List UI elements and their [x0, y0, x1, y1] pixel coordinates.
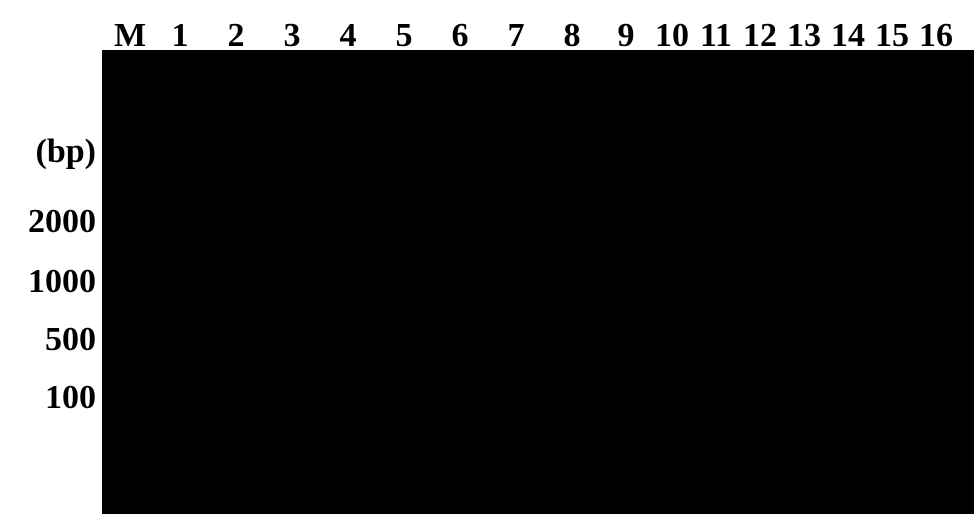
lane-label-5: 5 — [396, 17, 413, 55]
bp-label-2000: 2000 — [28, 203, 96, 241]
lane-label-4: 4 — [340, 17, 357, 55]
lane-label-16: 16 — [919, 17, 953, 55]
lane-label-3: 3 — [284, 17, 301, 55]
bp-label-1000: 1000 — [28, 263, 96, 301]
gel-figure: M12345678910111213141516 (bp)20001000500… — [0, 0, 976, 520]
lane-label-8: 8 — [564, 17, 581, 55]
bp-label-500: 500 — [45, 321, 96, 359]
lane-label-13: 13 — [787, 17, 821, 55]
lane-label-6: 6 — [452, 17, 469, 55]
lane-label-15: 15 — [875, 17, 909, 55]
bp-label-100: 100 — [45, 379, 96, 417]
gel-image-region — [102, 50, 974, 514]
lane-label-2: 2 — [228, 17, 245, 55]
lane-label-marker: M — [114, 17, 146, 55]
lane-label-10: 10 — [655, 17, 689, 55]
lane-label-7: 7 — [508, 17, 525, 55]
lane-label-1: 1 — [172, 17, 189, 55]
lane-label-9: 9 — [618, 17, 635, 55]
lane-label-14: 14 — [831, 17, 865, 55]
lane-label-11: 11 — [700, 17, 732, 55]
lane-label-12: 12 — [743, 17, 777, 55]
bp-label-unit: (bp) — [36, 133, 96, 171]
